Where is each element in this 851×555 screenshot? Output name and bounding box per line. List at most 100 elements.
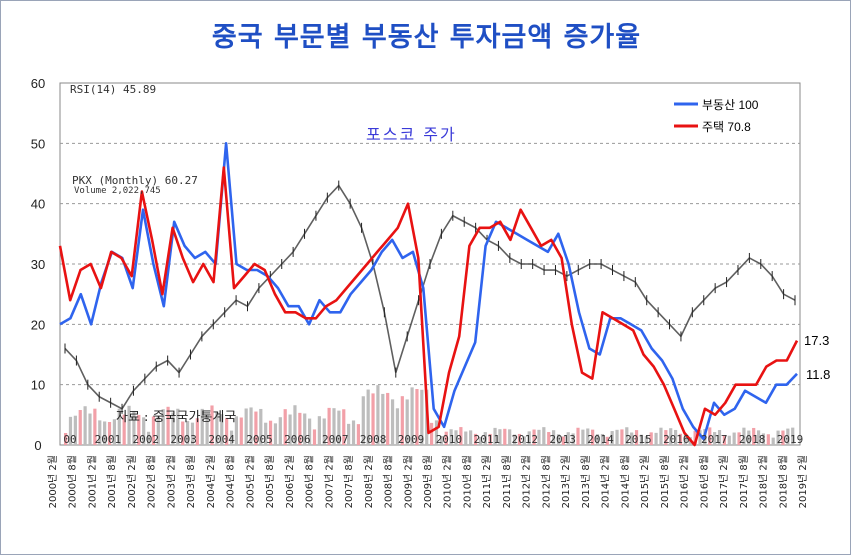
volume-bar — [659, 427, 663, 445]
x-tick-label: 2001년 8월 — [106, 455, 118, 508]
volume-bar — [571, 433, 575, 445]
volume-bar — [268, 420, 273, 445]
volume-bar — [586, 428, 590, 445]
volume-bar — [600, 433, 604, 445]
volume-bar — [512, 434, 517, 445]
x-tick-label: 2002년 8월 — [146, 455, 158, 508]
volume-bar — [234, 416, 238, 445]
volume-bar — [493, 427, 497, 445]
volume-label: Volume 2,022,745 — [74, 186, 161, 196]
volume-bar — [786, 428, 790, 445]
source-label: 자료 : 중국국가통계국 — [116, 410, 236, 425]
volume-bar — [229, 430, 234, 445]
volume-bar — [337, 410, 341, 445]
volume-bar — [386, 392, 390, 445]
x-tick-label: 2006년 8월 — [304, 455, 316, 508]
x-tick-label: 2003년 2월 — [165, 455, 177, 508]
x-tick-label: 2016년 8월 — [698, 455, 710, 508]
volume-bar — [254, 411, 258, 445]
volume-bar — [186, 421, 190, 445]
volume-bar — [791, 427, 795, 445]
y-tick-label: 30 — [31, 257, 45, 272]
volume-bar — [137, 414, 141, 445]
volume-bar — [552, 430, 556, 445]
volume-bar — [591, 429, 595, 445]
volume-bar — [210, 405, 214, 445]
volume-bar — [166, 406, 170, 445]
volume-bar — [610, 431, 614, 445]
x-tick-label: 2007년 2월 — [323, 455, 335, 508]
rsi-label: RSI(14) 45.89 — [70, 83, 156, 96]
inner-year-label: 2015 — [625, 433, 652, 446]
volume-bar — [112, 419, 116, 445]
volume-bar — [503, 428, 507, 445]
x-tick-label: 2001년 2월 — [87, 455, 99, 508]
volume-bar — [327, 407, 331, 445]
volume-bar — [146, 431, 151, 445]
legend-label-housing: 주택 70.8 — [702, 120, 751, 134]
legend-label-real-estate: 부동산 100 — [702, 98, 759, 112]
inner-year-label: 2011 — [474, 433, 501, 446]
volume-bar — [381, 393, 385, 445]
volume-bar — [542, 427, 546, 445]
volume-bar — [595, 434, 600, 445]
volume-bar — [278, 417, 282, 445]
inner-year-label: 2012 — [511, 433, 538, 446]
volume-bar — [430, 422, 434, 445]
volume-bar — [449, 429, 453, 445]
legend: 부동산 100 주택 70.8 — [674, 98, 759, 134]
volume-bar — [308, 418, 312, 445]
x-tick-label: 2009년 8월 — [422, 455, 434, 508]
volume-bar — [342, 409, 346, 445]
volume-bar — [713, 432, 717, 445]
volume-bar — [415, 389, 419, 445]
x-tick-label: 2018년 8월 — [777, 455, 789, 508]
x-tick-label: 2012년 8월 — [540, 455, 552, 508]
volume-bar — [405, 399, 409, 445]
volume-bar — [532, 429, 536, 445]
volume-bar — [122, 414, 126, 445]
inner-year-label: 2005 — [246, 433, 273, 446]
x-tick-label: 2004년 8월 — [225, 455, 237, 508]
x-tick-label: 2000년 2월 — [47, 455, 59, 508]
volume-bar — [103, 421, 107, 445]
volume-bar — [366, 389, 370, 445]
volume-bar — [444, 431, 448, 445]
x-tick-label: 2015년 2월 — [639, 455, 651, 508]
volume-bar — [508, 429, 512, 445]
volume-bar — [400, 396, 404, 445]
volume-bar — [781, 430, 785, 445]
x-tick-label: 2002년 2월 — [126, 455, 138, 508]
x-tick-label: 2014년 2월 — [600, 455, 612, 508]
pkx-label: PKX (Monthly) 60.27 — [72, 174, 198, 187]
volume-bars — [64, 385, 795, 445]
volume-bar — [576, 427, 580, 445]
volume-bar — [517, 433, 522, 445]
y-axis: 0 10 20 30 40 50 60 — [31, 76, 45, 453]
inner-year-label: 2003 — [170, 433, 197, 446]
volume-bar — [259, 408, 263, 445]
volume-bar — [225, 417, 229, 445]
volume-bar — [332, 408, 336, 445]
volume-bar — [239, 417, 243, 445]
volume-bar — [293, 405, 297, 445]
y-tick-label: 50 — [31, 136, 45, 151]
volume-bar — [556, 434, 561, 445]
volume-bar — [264, 422, 268, 445]
volume-bar — [317, 416, 321, 445]
volume-bar — [78, 409, 82, 445]
x-tick-label: 2017년 2월 — [718, 455, 730, 508]
x-tick-label: 2008년 8월 — [383, 455, 395, 508]
volume-bar — [644, 436, 648, 445]
volume-bar — [244, 408, 248, 445]
volume-bar — [654, 432, 658, 445]
volume-bar — [176, 408, 180, 445]
volume-bar — [756, 430, 761, 445]
x-tick-label: 2018년 2월 — [758, 455, 770, 508]
volume-bar — [395, 408, 400, 445]
volume-bar — [156, 416, 160, 445]
volume-bar — [303, 413, 307, 445]
inner-year-axis: 00 2001 2002 2003 2004 2005 2006 2007 2008 2009 20… — [63, 433, 803, 446]
x-tick-label: 2004년 2월 — [205, 455, 217, 508]
